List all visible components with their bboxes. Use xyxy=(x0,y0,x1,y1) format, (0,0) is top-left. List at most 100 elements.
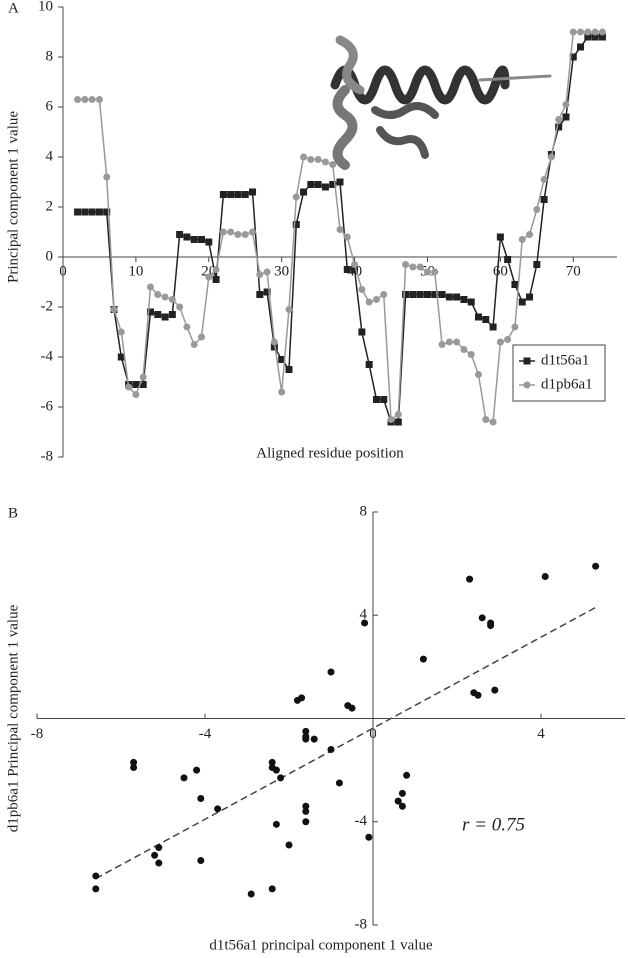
y-tick-label: 8 xyxy=(360,503,368,519)
marker xyxy=(183,233,191,241)
y-tick-label: -4 xyxy=(41,348,54,364)
marker xyxy=(526,293,534,301)
legend-label: d1t56a1 xyxy=(541,352,589,368)
marker xyxy=(132,391,140,398)
panel-label: A xyxy=(8,0,19,16)
marker xyxy=(249,188,257,196)
point xyxy=(268,885,276,893)
helix xyxy=(332,85,358,170)
legend-box xyxy=(512,344,606,402)
y-tick-label: 0 xyxy=(46,248,54,264)
marker xyxy=(409,263,417,271)
marker xyxy=(198,236,205,243)
marker xyxy=(161,313,169,321)
marker xyxy=(329,181,337,188)
marker xyxy=(336,226,344,233)
marker xyxy=(467,351,475,358)
point xyxy=(327,668,335,676)
point xyxy=(541,573,549,581)
marker xyxy=(212,276,220,283)
marker xyxy=(285,306,293,313)
marker xyxy=(598,33,606,41)
marker xyxy=(132,381,140,388)
marker xyxy=(146,308,154,316)
marker xyxy=(351,266,359,273)
marker xyxy=(475,371,482,378)
marker xyxy=(314,181,322,188)
marker xyxy=(95,208,103,216)
y-tick-label: 4 xyxy=(46,148,54,164)
marker xyxy=(489,418,497,426)
marker xyxy=(504,336,512,343)
point xyxy=(155,859,163,867)
marker xyxy=(227,228,235,236)
marker xyxy=(460,346,468,353)
x-tick-label: 20 xyxy=(201,263,216,279)
marker xyxy=(577,43,585,51)
marker xyxy=(511,281,519,288)
marker xyxy=(475,313,482,321)
marker xyxy=(343,233,351,241)
marker xyxy=(74,96,82,103)
marker xyxy=(139,381,147,388)
marker xyxy=(168,311,176,318)
marker xyxy=(358,328,366,336)
helix xyxy=(371,102,439,159)
y-tick-label: 8 xyxy=(46,48,54,64)
marker xyxy=(380,291,388,298)
annotation: r = 0.75 xyxy=(462,814,525,835)
marker xyxy=(372,396,380,403)
marker xyxy=(518,236,526,243)
point xyxy=(466,575,474,583)
marker xyxy=(110,306,118,313)
marker xyxy=(176,231,184,238)
marker xyxy=(467,298,475,306)
marker xyxy=(584,33,592,41)
marker xyxy=(423,291,431,298)
point xyxy=(419,655,427,663)
marker xyxy=(154,291,162,298)
x-tick-label: -4 xyxy=(199,726,212,742)
y-tick-label: 2 xyxy=(46,198,54,214)
y-tick-label: -8 xyxy=(355,916,368,932)
marker xyxy=(292,221,300,228)
marker xyxy=(139,373,147,381)
point xyxy=(302,735,310,743)
marker xyxy=(117,328,125,336)
marker xyxy=(533,206,541,213)
point xyxy=(327,745,335,753)
point xyxy=(361,619,369,627)
y-axis-title: d1pb6a1 Principal component 1 value xyxy=(5,604,21,832)
y-tick-label: -4 xyxy=(355,813,368,829)
helix xyxy=(330,65,510,105)
marker xyxy=(146,283,154,291)
marker xyxy=(504,256,512,263)
legend-marker xyxy=(523,357,531,365)
marker xyxy=(540,176,548,183)
marker xyxy=(387,416,395,423)
point xyxy=(478,614,486,622)
marker xyxy=(555,123,563,131)
y-tick-label: -6 xyxy=(41,398,54,414)
point xyxy=(130,758,138,766)
marker xyxy=(489,323,497,331)
marker xyxy=(278,388,286,396)
marker xyxy=(81,96,89,103)
point xyxy=(180,774,188,782)
point xyxy=(310,735,318,743)
point xyxy=(92,872,100,880)
marker xyxy=(183,323,191,331)
marker xyxy=(445,293,453,301)
point xyxy=(155,844,163,852)
marker xyxy=(219,228,227,236)
x-tick-label: 10 xyxy=(128,263,143,279)
point xyxy=(151,851,159,859)
marker xyxy=(256,271,264,278)
x-tick-label: 0 xyxy=(59,263,67,279)
point xyxy=(293,696,301,704)
marker xyxy=(445,338,453,346)
marker xyxy=(307,156,315,163)
marker xyxy=(234,191,242,198)
marker xyxy=(431,268,439,276)
marker xyxy=(358,286,366,293)
